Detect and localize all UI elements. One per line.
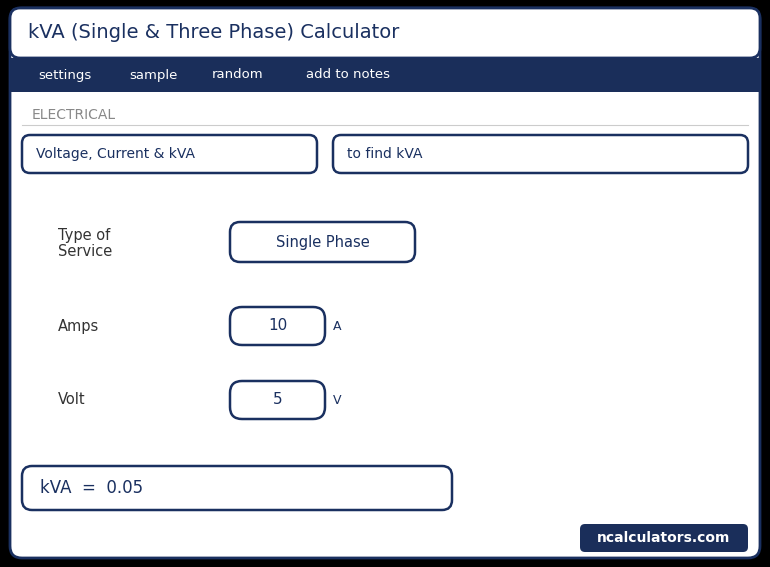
FancyBboxPatch shape	[10, 8, 760, 558]
Text: kVA (Single & Three Phase) Calculator: kVA (Single & Three Phase) Calculator	[28, 23, 400, 43]
Text: ELECTRICAL: ELECTRICAL	[32, 108, 116, 122]
Text: add to notes: add to notes	[306, 69, 390, 82]
Text: ncalculators.com: ncalculators.com	[598, 531, 731, 545]
Text: 5: 5	[273, 392, 283, 408]
Text: V: V	[333, 393, 342, 407]
Text: to find kVA: to find kVA	[347, 147, 423, 161]
Text: kVA  =  0.05: kVA = 0.05	[40, 479, 143, 497]
Text: Service: Service	[58, 244, 112, 260]
Text: A: A	[333, 319, 342, 332]
FancyBboxPatch shape	[22, 466, 452, 510]
Text: 10: 10	[268, 319, 287, 333]
Text: Type of: Type of	[58, 228, 110, 243]
Text: sample: sample	[129, 69, 177, 82]
Text: Volt: Volt	[58, 392, 85, 408]
FancyBboxPatch shape	[10, 58, 760, 92]
Text: Amps: Amps	[58, 319, 99, 333]
Text: Voltage, Current & kVA: Voltage, Current & kVA	[36, 147, 195, 161]
FancyBboxPatch shape	[230, 307, 325, 345]
Text: Single Phase: Single Phase	[276, 235, 370, 249]
FancyBboxPatch shape	[580, 524, 748, 552]
FancyBboxPatch shape	[230, 222, 415, 262]
FancyBboxPatch shape	[230, 381, 325, 419]
FancyBboxPatch shape	[333, 135, 748, 173]
FancyBboxPatch shape	[22, 135, 317, 173]
Text: random: random	[213, 69, 264, 82]
Text: settings: settings	[38, 69, 92, 82]
FancyBboxPatch shape	[10, 8, 760, 58]
